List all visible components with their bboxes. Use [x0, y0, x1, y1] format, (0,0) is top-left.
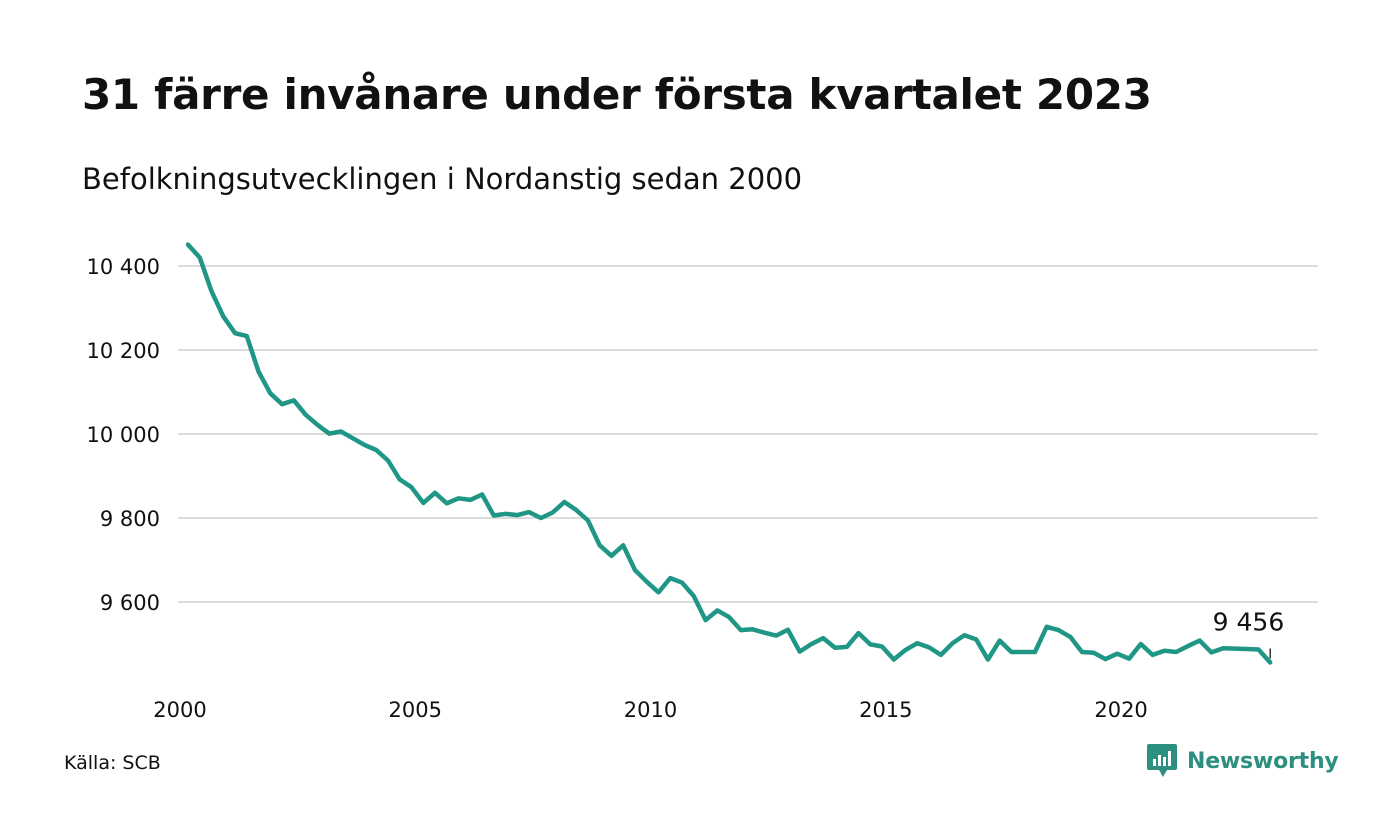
chart-subtitle: Befolkningsutvecklingen i Nordanstig sed…: [82, 162, 803, 196]
x-tick-label: 2005: [389, 698, 442, 722]
source-note: Källa: SCB: [64, 752, 161, 774]
brand-name: Newsworthy: [1187, 748, 1339, 774]
y-tick-label: 10 000: [87, 423, 160, 447]
series-line: [185, 242, 1273, 665]
y-tick-label: 10 400: [87, 255, 160, 279]
y-axis: 9 600 9 800 10 000 10 200 10 400: [87, 255, 160, 615]
y-tick-label: 10 200: [87, 339, 160, 363]
y-tick-label: 9 800: [100, 507, 160, 531]
x-tick-label: 2000: [153, 698, 206, 722]
x-tick-label: 2020: [1094, 698, 1147, 722]
x-tick-label: 2015: [859, 698, 912, 722]
gridlines: [178, 265, 1318, 603]
y-tick-label: 9 600: [100, 591, 160, 615]
newsworthy-logo-icon: [1147, 744, 1177, 777]
x-axis: 2000 2005 2010 2015 2020: [153, 698, 1148, 722]
x-tick-label: 2010: [624, 698, 677, 722]
brand-logo[interactable]: Newsworthy: [1147, 744, 1339, 778]
chart-title: 31 färre invånare under första kvartalet…: [82, 70, 1152, 119]
end-value-label: 9 456: [1213, 607, 1285, 636]
